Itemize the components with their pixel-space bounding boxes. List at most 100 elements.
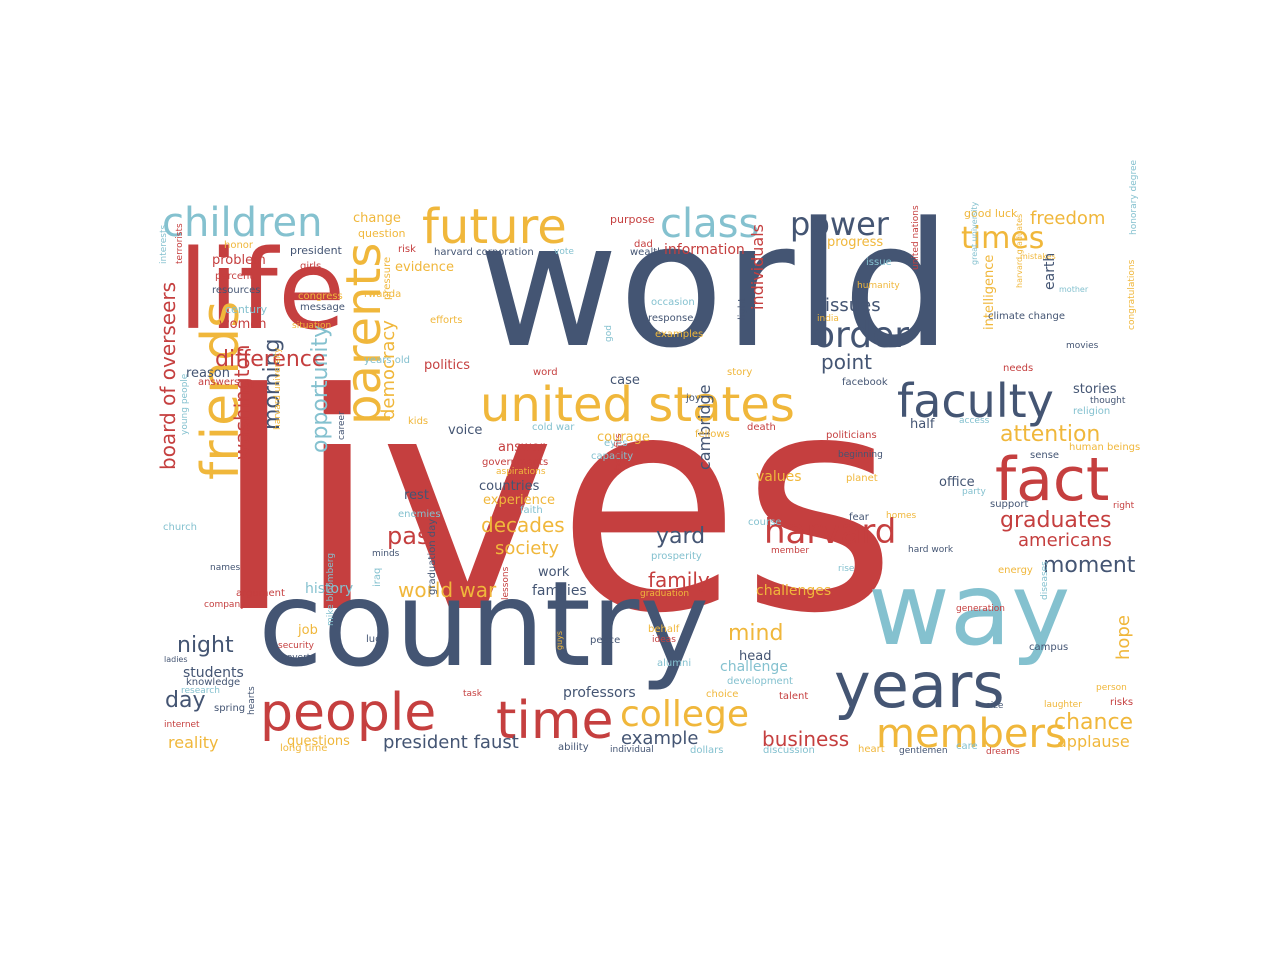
cloud-word: faith: [520, 505, 543, 516]
cloud-word: challenge: [720, 659, 788, 675]
cloud-word: development: [727, 676, 793, 687]
cloud-word: question: [358, 227, 406, 240]
cloud-word: examples: [655, 329, 704, 340]
cloud-word: guys: [555, 630, 564, 650]
cloud-word: fact: [995, 445, 1110, 515]
cloud-word: size: [986, 701, 1004, 711]
cloud-word: life: [178, 226, 346, 354]
cloud-word: member: [771, 546, 810, 556]
cloud-word: great university: [970, 201, 979, 265]
cloud-word: young people: [180, 373, 190, 435]
cloud-word: united states: [480, 377, 795, 433]
cloud-word: way: [868, 551, 1071, 668]
cloud-word: climate change: [988, 311, 1065, 322]
cloud-word: person: [1096, 683, 1127, 693]
cloud-word: internet: [164, 720, 200, 730]
cloud-word: girls: [300, 261, 322, 272]
cloud-word: terrorists: [175, 223, 185, 264]
cloud-word: india: [817, 314, 839, 324]
cloud-word: hard work: [908, 545, 954, 555]
cloud-word: movies: [1066, 341, 1099, 351]
cloud-word: problem: [212, 253, 266, 268]
cloud-word: job: [298, 623, 318, 638]
cloud-word: word: [533, 367, 558, 378]
cloud-word: united nations: [911, 205, 921, 270]
cloud-word: answer: [498, 440, 545, 455]
cloud-word: message: [300, 302, 345, 313]
cloud-word: death: [747, 422, 776, 433]
cloud-word: work: [538, 565, 570, 580]
cloud-word: times: [961, 221, 1045, 256]
cloud-word: energy: [998, 565, 1033, 576]
cloud-word: talent: [779, 691, 809, 702]
cloud-word: women: [219, 317, 267, 332]
cloud-word: congratulations: [1127, 259, 1137, 330]
cloud-word: graduates: [1000, 508, 1112, 533]
cloud-word: percent: [215, 271, 254, 282]
cloud-word: mike bloomberg: [326, 552, 336, 626]
cloud-word: power: [790, 205, 889, 243]
cloud-word: mistakes: [1020, 252, 1056, 261]
cloud-word: experience: [483, 493, 556, 508]
cloud-word: time: [496, 691, 614, 751]
cloud-word: class: [660, 201, 760, 247]
cloud-word: dad: [634, 239, 653, 250]
cloud-word: long time: [280, 743, 328, 754]
cloud-word: diseases: [1040, 561, 1050, 600]
cloud-word: day: [165, 688, 206, 713]
cloud-word: company: [204, 600, 246, 610]
cloud-word: research: [181, 686, 220, 696]
cloud-word: luck: [366, 634, 387, 645]
cloud-word: voice: [448, 423, 483, 438]
cloud-word: benefits: [614, 433, 624, 470]
cloud-word: history: [305, 581, 354, 597]
cloud-word: story: [727, 367, 753, 378]
cloud-word: reality: [168, 733, 219, 752]
cloud-word: graduation day: [427, 518, 438, 595]
cloud-word: peace: [590, 635, 621, 646]
cloud-word: resources: [212, 285, 261, 296]
cloud-word: argument: [236, 588, 285, 599]
cloud-word: attention: [1000, 422, 1101, 447]
cloud-word: care: [956, 741, 978, 752]
cloud-word: night: [177, 633, 234, 658]
cloud-word: answers: [198, 377, 240, 388]
cloud-word: difference: [215, 347, 326, 372]
cloud-word: democracy: [378, 320, 399, 420]
cloud-word: planet: [846, 473, 878, 484]
cloud-word: dreams: [986, 747, 1020, 757]
cloud-word: office: [939, 475, 975, 490]
cloud-word: harvard graduates: [1015, 213, 1024, 288]
cloud-word: response: [648, 313, 694, 324]
cloud-word: discussion: [763, 745, 815, 756]
cloud-word: right: [1113, 501, 1135, 511]
cloud-word: spring: [214, 703, 246, 714]
cloud-word: evidence: [395, 260, 454, 275]
cloud-word: ideas: [652, 635, 676, 645]
cloud-word: needs: [1003, 363, 1034, 374]
cloud-word: order: [813, 315, 909, 356]
cloud-word: congress: [298, 291, 343, 302]
cloud-word: opportunity: [308, 324, 333, 453]
cloud-word: task: [463, 689, 482, 699]
cloud-word: humanity: [857, 281, 900, 291]
cloud-word: situation: [292, 321, 332, 331]
cloud-word: vote: [554, 247, 574, 257]
cloud-word: fear: [849, 512, 869, 523]
cloud-word: iraq: [372, 567, 383, 587]
cloud-word: good luck: [964, 207, 1018, 220]
cloud-word: god: [604, 325, 614, 342]
cloud-word: party: [962, 487, 986, 497]
cloud-word: hearts: [247, 686, 257, 715]
cloud-word: members: [876, 711, 1066, 757]
cloud-word: gentlemen: [899, 746, 948, 756]
cloud-word: century: [225, 303, 268, 316]
cloud-word: case: [610, 373, 640, 388]
cloud-word: access: [959, 416, 990, 426]
cloud-word: harvard: [764, 512, 897, 552]
cloud-word: hope: [1113, 615, 1134, 660]
cloud-word: rest: [404, 488, 429, 503]
cloud-word: risks: [1110, 697, 1134, 708]
cloud-word: past: [387, 522, 439, 550]
